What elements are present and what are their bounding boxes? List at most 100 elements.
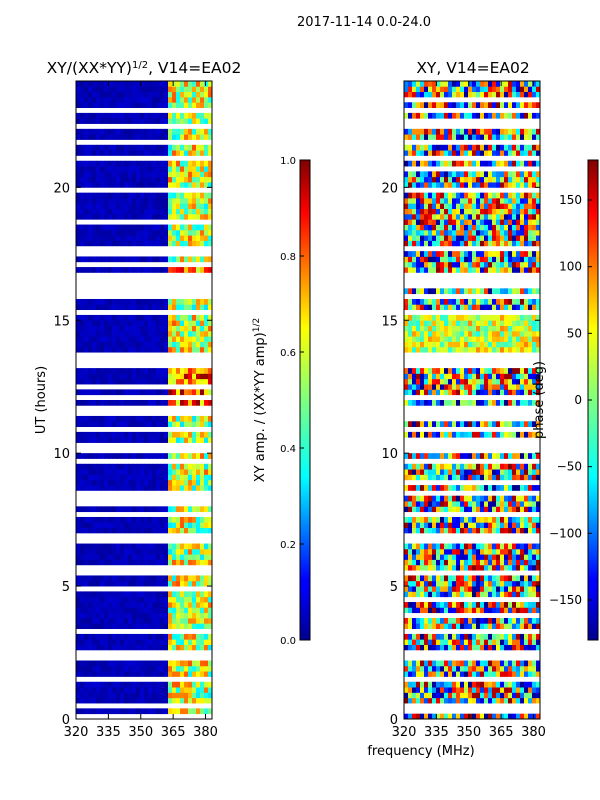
heatmap-cell xyxy=(188,128,193,135)
heatmap-cell xyxy=(152,697,157,704)
heatmap-cell xyxy=(532,431,537,438)
heatmap-cell xyxy=(516,288,521,295)
heatmap-cell xyxy=(440,559,445,566)
heatmap-cell xyxy=(528,261,533,268)
heatmap-cell xyxy=(456,373,461,380)
heatmap-cell xyxy=(140,160,145,167)
heatmap-cell xyxy=(100,166,105,172)
heatmap-cell xyxy=(80,203,85,209)
heatmap-cell xyxy=(160,516,165,523)
heatmap-cell xyxy=(452,400,457,406)
heatmap-cell xyxy=(132,160,137,167)
heatmap-cell xyxy=(92,197,97,204)
heatmap-cell xyxy=(144,118,149,124)
heatmap-cell xyxy=(208,314,212,321)
heatmap-cell xyxy=(520,330,525,337)
heatmap-cell xyxy=(96,660,101,667)
heatmap-cell xyxy=(500,495,505,502)
heatmap-cell xyxy=(124,479,129,486)
heatmap-cell xyxy=(204,102,209,108)
heatmap-cell xyxy=(416,580,421,587)
heatmap-cell xyxy=(168,320,173,326)
heatmap-cell xyxy=(172,591,177,598)
heatmap-cell xyxy=(140,256,145,263)
heatmap-cell xyxy=(112,708,117,715)
heatmap-cell xyxy=(124,400,129,406)
heatmap-cell xyxy=(460,671,465,677)
heatmap-cell xyxy=(144,304,149,311)
heatmap-cell xyxy=(480,400,485,406)
heatmap-cell xyxy=(128,166,133,172)
heatmap-cell xyxy=(488,501,493,507)
heatmap-cell xyxy=(180,81,185,87)
heatmap-cell xyxy=(512,261,517,268)
heatmap-cell xyxy=(132,304,137,311)
heatmap-cell xyxy=(124,453,129,459)
heatmap-cell xyxy=(492,495,497,502)
heatmap-cell xyxy=(496,219,501,225)
heatmap-cell xyxy=(452,516,457,523)
heatmap-cell xyxy=(520,485,525,491)
heatmap-cell xyxy=(160,160,165,167)
heatmap-cell xyxy=(172,144,177,151)
heatmap-cell xyxy=(172,134,177,140)
heatmap-cell xyxy=(472,697,477,704)
heatmap-cell xyxy=(420,224,425,231)
heatmap-cell xyxy=(144,341,149,348)
heatmap-cell xyxy=(176,692,181,699)
heatmap-cell xyxy=(200,463,205,470)
heatmap-cell xyxy=(464,298,469,305)
heatmap-cell xyxy=(164,171,169,178)
heatmap-cell xyxy=(412,197,417,204)
heatmap-cell xyxy=(84,86,89,93)
heatmap-cell xyxy=(140,671,145,677)
heatmap-cell xyxy=(468,522,473,528)
heatmap-cell xyxy=(208,320,212,326)
heatmap-cell xyxy=(144,325,149,332)
heatmap-cell xyxy=(88,639,93,645)
heatmap-cell xyxy=(108,602,113,608)
heatmap-cell xyxy=(76,298,81,305)
heatmap-cell xyxy=(128,229,133,236)
heatmap-cell xyxy=(152,421,157,427)
heatmap-cell xyxy=(120,203,125,209)
heatmap-cell xyxy=(492,644,497,651)
heatmap-cell xyxy=(428,256,433,263)
heatmap-cell xyxy=(108,708,113,715)
heatmap-cell xyxy=(128,527,133,534)
heatmap-cell xyxy=(184,543,189,550)
heatmap-cell xyxy=(128,341,133,348)
heatmap-cell xyxy=(504,713,509,719)
heatmap-cell xyxy=(496,687,501,693)
heatmap-cell xyxy=(128,203,133,209)
heatmap-cell xyxy=(200,86,205,93)
heatmap-cell xyxy=(168,166,173,172)
heatmap-cell xyxy=(132,203,137,209)
heatmap-cell xyxy=(468,235,473,241)
heatmap-cell xyxy=(184,453,189,459)
heatmap-cell xyxy=(152,548,157,555)
heatmap-cell xyxy=(484,229,489,236)
heatmap-cell xyxy=(88,224,93,231)
heatmap-cell xyxy=(456,617,461,624)
heatmap-cell xyxy=(468,197,473,204)
heatmap-cell xyxy=(412,373,417,380)
heatmap-cell xyxy=(88,671,93,677)
heatmap-cell xyxy=(180,453,185,459)
heatmap-cell xyxy=(204,623,209,630)
heatmap-cell xyxy=(520,543,525,550)
heatmap-cell xyxy=(160,602,165,608)
heatmap-cell xyxy=(128,633,133,640)
heatmap-cell xyxy=(420,506,425,513)
heatmap-cell xyxy=(444,267,449,273)
heatmap-cell xyxy=(104,314,109,321)
heatmap-cell xyxy=(432,633,437,640)
heatmap-cell xyxy=(500,639,505,645)
heatmap-cell xyxy=(496,235,501,241)
heatmap-cell xyxy=(412,229,417,236)
heatmap-cell xyxy=(100,437,105,443)
heatmap-cell xyxy=(80,516,85,523)
heatmap-cell xyxy=(180,421,185,427)
heatmap-cell xyxy=(424,501,429,507)
heatmap-cell xyxy=(536,240,540,247)
